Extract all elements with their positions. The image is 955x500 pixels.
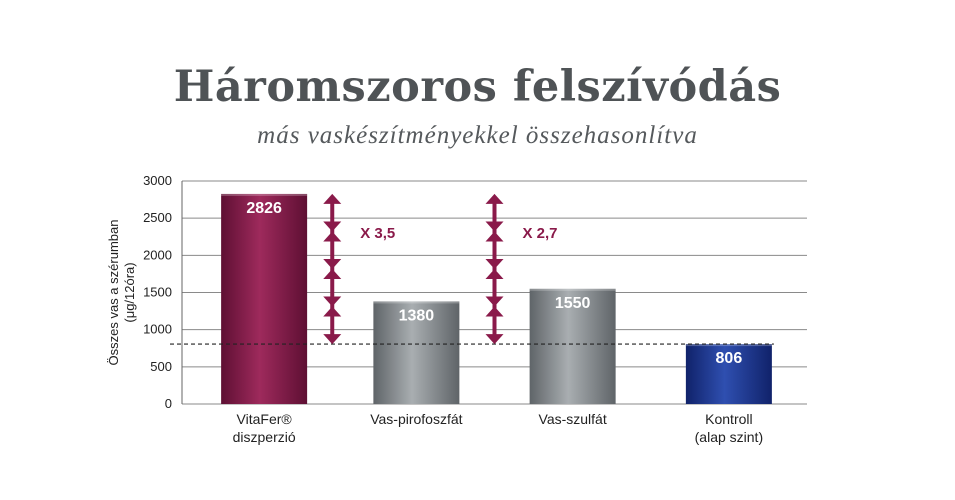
arrow-head-up-icon <box>485 269 504 280</box>
category-label: diszperzió <box>233 429 296 445</box>
arrow-head-down-icon <box>323 334 342 345</box>
bar-value-label: 806 <box>716 350 743 367</box>
multiplier-label: X 2,7 <box>523 225 558 242</box>
arrow-head-down-icon <box>323 296 342 307</box>
arrow-head-down-icon <box>485 296 504 307</box>
bar-3 <box>685 344 772 404</box>
multiplier-label: X 3,5 <box>360 225 395 242</box>
y-tick-label: 3000 <box>143 173 172 188</box>
arrow-head-down-icon <box>485 334 504 345</box>
category-label: Vas-szulfát <box>539 411 607 427</box>
arrow-head-up-icon <box>485 231 504 242</box>
y-axis-label: (μg/12óra) <box>122 262 137 322</box>
bar-top-highlight <box>529 288 616 291</box>
chart-subtitle: más vaskészítményekkel összehasonlítva <box>257 122 698 149</box>
arrow-head-up-icon <box>485 193 504 204</box>
chart-title: Háromszoros felszívódás <box>173 62 782 112</box>
category-label: (alap szint) <box>695 429 763 445</box>
category-label: VitaFer® <box>237 411 293 427</box>
arrow-head-up-icon <box>323 269 342 280</box>
bar-1 <box>373 301 460 404</box>
y-axis-label: Összes vas a szérumban <box>106 220 121 366</box>
bar-top-highlight <box>373 301 460 304</box>
arrow-head-up-icon <box>323 193 342 204</box>
arrow-head-up-icon <box>323 306 342 317</box>
arrow-head-down-icon <box>323 259 342 270</box>
y-tick-label: 1000 <box>143 322 172 337</box>
y-tick-label: 500 <box>150 359 172 374</box>
bar-top-highlight <box>685 344 772 347</box>
bar-2 <box>529 288 616 404</box>
bar-value-label: 2826 <box>246 200 282 217</box>
bar-value-label: 1550 <box>555 295 591 312</box>
bar-0 <box>221 193 308 404</box>
arrow-head-down-icon <box>485 221 504 232</box>
y-tick-label: 0 <box>165 396 172 411</box>
arrow-head-down-icon <box>485 259 504 270</box>
category-label: Kontroll <box>705 411 752 427</box>
bar-top-highlight <box>221 193 308 196</box>
y-tick-label: 2500 <box>143 210 172 225</box>
bar-value-label: 1380 <box>399 307 435 324</box>
y-tick-label: 1500 <box>143 285 172 300</box>
arrow-head-up-icon <box>323 231 342 242</box>
arrow-head-up-icon <box>485 306 504 317</box>
category-label: Vas-pirofoszfát <box>370 411 462 427</box>
arrow-head-down-icon <box>323 221 342 232</box>
y-tick-label: 2000 <box>143 247 172 262</box>
